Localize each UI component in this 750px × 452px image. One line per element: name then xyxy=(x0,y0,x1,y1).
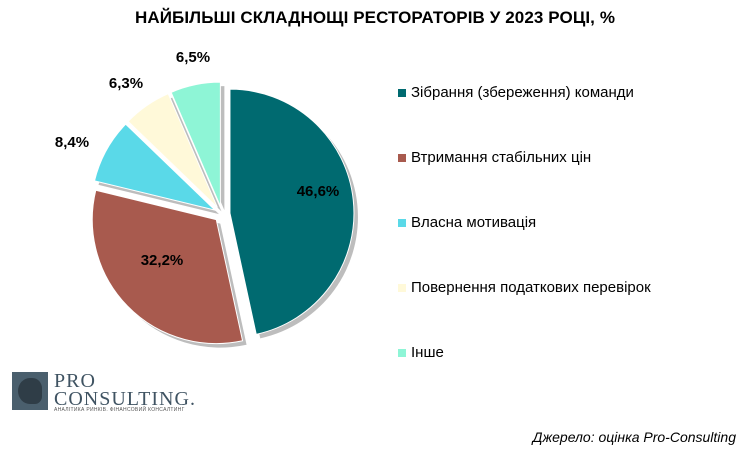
legend-item-2: Втримання стабільних цін xyxy=(398,149,591,166)
data-label-2: 32,2% xyxy=(141,252,184,269)
logo-line1: PRO xyxy=(54,370,96,392)
legend-swatch xyxy=(398,218,406,227)
legend-item-1: Зібрання (збереження) команди xyxy=(398,84,634,101)
legend-label: Зібрання (збереження) команди xyxy=(411,84,634,101)
logo-line2: CONSULTING. xyxy=(54,388,196,410)
legend-label: Повернення податкових перевірок xyxy=(411,279,651,296)
pie-slice-2 xyxy=(91,189,244,345)
legend-item-5: Інше xyxy=(398,344,444,361)
chart-title: НАЙБІЛЬШІ СКЛАДНОЩІ РЕСТОРАТОРІВ У 2023 … xyxy=(134,8,616,27)
horse-logo-icon xyxy=(12,372,48,410)
pie-slice-4 xyxy=(127,92,218,208)
pie-slice-3 xyxy=(93,123,217,212)
legend-label: Інше xyxy=(411,344,444,361)
pro-consulting-logo: PRO CONSULTING. АНАЛІТИКА РИНКІВ. ФІНАНС… xyxy=(12,370,202,414)
legend-swatch xyxy=(398,153,406,162)
legend-label: Втримання стабільних цін xyxy=(411,149,592,166)
logo-tagline: АНАЛІТИКА РИНКІВ. ФІНАНСОВИЙ КОНСАЛТИНГ xyxy=(54,407,185,413)
legend-label: Власна мотивація xyxy=(411,214,537,231)
legend-swatch xyxy=(398,283,406,292)
legend-swatch xyxy=(398,348,406,357)
legend-item-4: Повернення податкових перевірок xyxy=(398,279,651,296)
data-label-3: 8,4% xyxy=(55,134,89,151)
pie-slice-5 xyxy=(170,81,221,207)
pie-slice-1 xyxy=(229,88,355,335)
legend-swatch xyxy=(398,88,406,97)
data-label-5: 6,5% xyxy=(176,49,210,66)
legend-item-3: Власна мотивація xyxy=(398,214,536,231)
data-label-4: 6,3% xyxy=(109,75,143,92)
source-note: Джерело: оцінка Pro-Consulting xyxy=(532,429,736,445)
data-label-1: 46,6% xyxy=(297,183,340,200)
